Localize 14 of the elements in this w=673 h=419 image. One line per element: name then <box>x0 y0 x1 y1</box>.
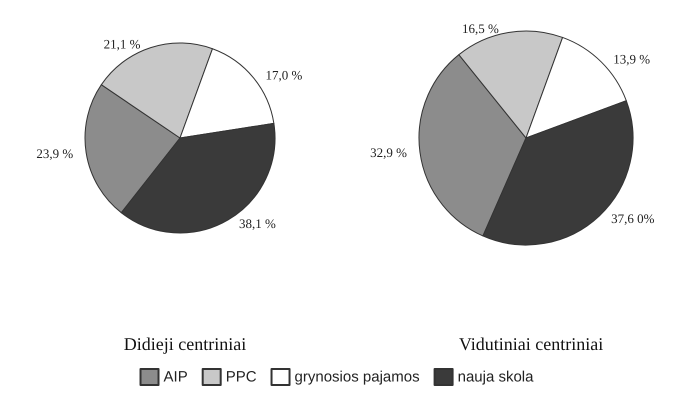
legend-label: nauja skola <box>458 368 534 386</box>
legend-label: PPC <box>226 368 257 386</box>
data-label: 23,9 % <box>36 146 74 161</box>
slice-label: Didieji centriniai <box>124 334 246 354</box>
slice-label: Vidutiniai centriniai <box>458 334 604 354</box>
data-label: 37,6 0% <box>611 211 655 226</box>
legend-label: grynosios pajamos <box>294 368 420 386</box>
data-label: 17,0 % <box>265 68 302 83</box>
data-label: 13,9 % <box>613 52 650 67</box>
data-label: 16,5 % <box>462 21 499 36</box>
data-label: 38,1 % <box>239 216 276 231</box>
data-label: 21,1 % <box>104 36 141 52</box>
data-label: 32,9 % <box>370 145 408 160</box>
legend-label: AIP <box>164 368 188 386</box>
